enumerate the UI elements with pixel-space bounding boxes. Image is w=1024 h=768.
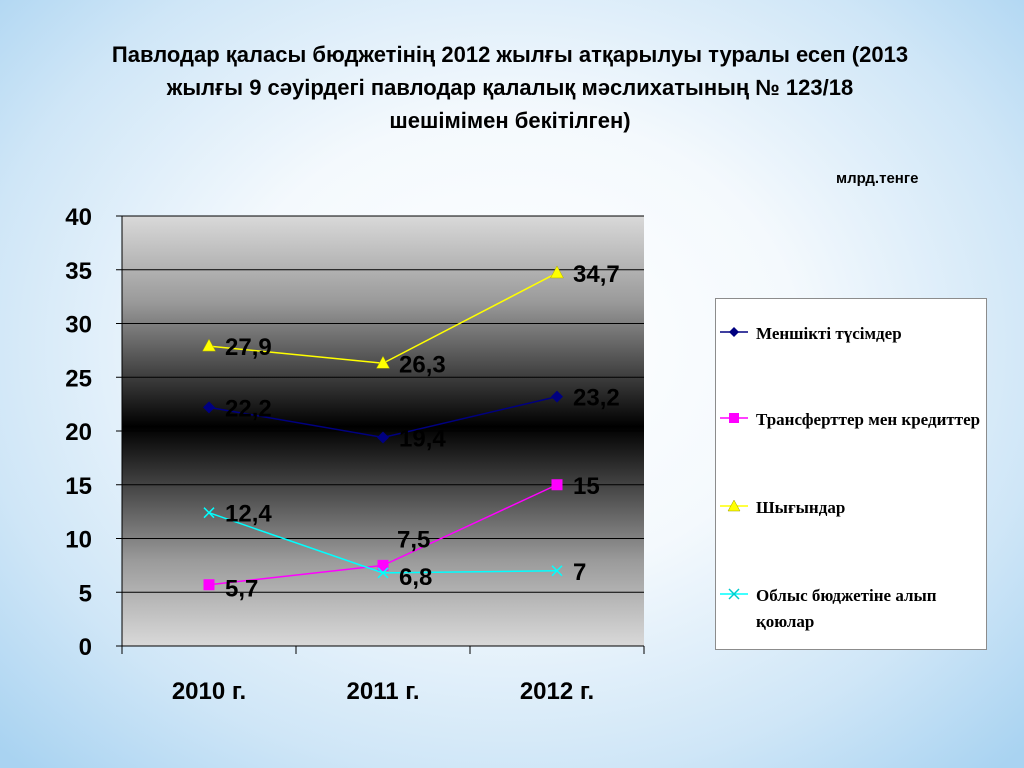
data-label: 15 bbox=[573, 473, 600, 500]
y-tick-label: 20 bbox=[65, 419, 92, 446]
unit-label: млрд.тенге bbox=[836, 170, 919, 187]
data-label: 7,5 bbox=[397, 526, 430, 553]
y-tick-label: 40 bbox=[65, 204, 92, 231]
data-point-diamond bbox=[551, 390, 563, 403]
data-point-triangle bbox=[202, 338, 216, 352]
data-point-diamond bbox=[203, 401, 215, 414]
legend-triangle-marker bbox=[720, 499, 748, 512]
legend-label: Меншікті түсімдер bbox=[756, 324, 902, 343]
y-tick-label: 10 bbox=[65, 527, 92, 554]
x-tick-label: 2012 г. bbox=[520, 678, 594, 705]
legend-square-marker bbox=[720, 413, 748, 423]
y-tick-label: 5 bbox=[79, 580, 92, 607]
data-label: 27,9 bbox=[225, 334, 272, 361]
legend-label: Шығындар bbox=[756, 498, 846, 517]
data-label: 12,4 bbox=[225, 501, 272, 528]
data-point-x bbox=[203, 507, 215, 519]
y-tick-label: 0 bbox=[79, 634, 92, 661]
data-label: 5,7 bbox=[225, 576, 258, 603]
data-point-square bbox=[377, 559, 389, 571]
y-tick-label: 30 bbox=[65, 312, 92, 339]
x-tick-label: 2011 г. bbox=[347, 678, 420, 705]
data-label: 34,7 bbox=[573, 261, 620, 288]
legend-label: Трансферттер мен кредиттер bbox=[756, 410, 981, 429]
y-tick-label: 35 bbox=[65, 258, 92, 285]
data-point-triangle bbox=[550, 265, 564, 279]
data-label: 7 bbox=[573, 559, 586, 586]
data-point-square bbox=[551, 479, 563, 491]
data-label: 6,8 bbox=[399, 564, 432, 591]
data-point-diamond bbox=[377, 431, 389, 444]
data-point-x bbox=[551, 565, 563, 577]
data-label: 23,2 bbox=[573, 385, 620, 412]
data-point-x-stroke bbox=[551, 565, 563, 577]
x-tick-label: 2010 г. bbox=[172, 678, 246, 705]
data-label: 22,2 bbox=[225, 395, 272, 422]
data-label: 26,3 bbox=[399, 351, 446, 378]
data-point-triangle bbox=[376, 355, 390, 369]
legend-diamond-marker bbox=[720, 327, 748, 337]
y-tick-label: 15 bbox=[65, 473, 92, 500]
data-label: 19,4 bbox=[399, 425, 446, 452]
legend-x-marker bbox=[720, 588, 748, 600]
page-title: Павлодар қаласы бюджетінің 2012 жылғы ат… bbox=[111, 42, 909, 133]
y-tick-label: 25 bbox=[65, 365, 92, 392]
data-point-x-stroke bbox=[203, 507, 215, 519]
chart-legend: Меншікті түсімдер Трансферттер мен креди… bbox=[715, 298, 987, 650]
legend-label: Облыс бюджетіне алып қоюлар bbox=[756, 586, 937, 631]
data-point-x-stroke bbox=[377, 567, 389, 579]
data-point-x bbox=[377, 567, 389, 579]
data-point-square bbox=[203, 579, 215, 591]
